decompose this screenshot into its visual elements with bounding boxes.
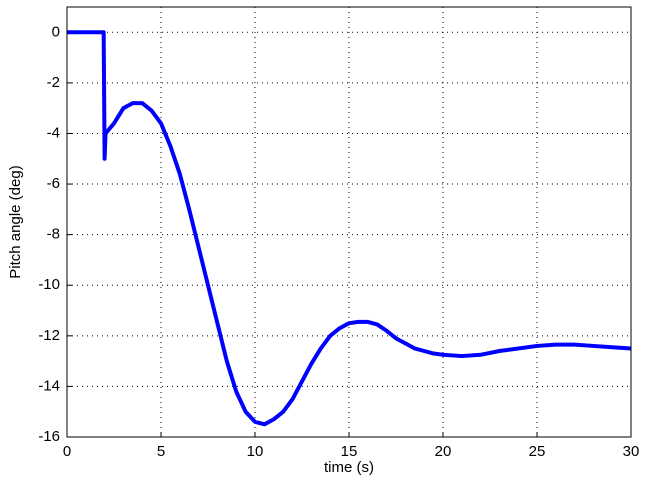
- y-tick-label: 0: [52, 23, 60, 40]
- y-tick-label: -4: [47, 124, 60, 141]
- y-tick-label: -6: [47, 175, 60, 192]
- x-axis-label: time (s): [324, 459, 374, 476]
- y-tick-label: -12: [38, 327, 60, 344]
- y-tick-label: -10: [38, 276, 60, 293]
- y-tick-label: -14: [38, 377, 60, 394]
- data-line: [67, 30, 632, 427]
- y-tick-label: -2: [47, 74, 60, 91]
- x-tick-label: 5: [157, 443, 165, 460]
- x-tick-label: 10: [247, 443, 264, 460]
- x-tick-label: 20: [435, 443, 452, 460]
- y-axis-label: Pitch angle (deg): [7, 165, 24, 278]
- x-tick-label: 0: [63, 443, 71, 460]
- x-tick-label: 25: [529, 443, 546, 460]
- x-tick-label: 30: [623, 443, 640, 460]
- y-tick-label: -8: [47, 226, 60, 243]
- x-tick-label: 15: [341, 443, 358, 460]
- y-tick-label: -16: [38, 428, 60, 445]
- plot-frame: [66, 6, 632, 438]
